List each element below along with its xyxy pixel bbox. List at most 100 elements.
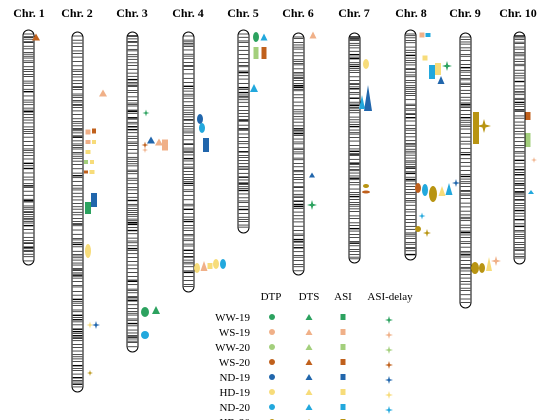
qtl-marker — [415, 226, 421, 232]
qtl-marker — [152, 306, 160, 314]
qtl-marker — [423, 229, 431, 237]
qtl-marker — [85, 202, 91, 214]
qtl-marker — [85, 150, 91, 154]
qtl-marker — [203, 138, 209, 152]
qtl-marker — [85, 129, 91, 135]
qtl-marker — [141, 331, 149, 339]
qtl-marker — [199, 123, 205, 133]
qtl-markers — [32, 31, 537, 376]
legend-row-ww-19: WW-19 — [215, 312, 393, 324]
qtl-marker — [429, 186, 437, 202]
legend-env-label: HD-19 — [219, 387, 250, 399]
qtl-marker — [89, 170, 95, 174]
chr-1-label: Chr. 1 — [13, 6, 45, 20]
legend-trait-asi: ASI — [334, 291, 352, 303]
qtl-marker — [437, 76, 445, 84]
qtl-marker — [364, 85, 372, 111]
qtl-marker — [92, 128, 96, 134]
qtl-marker — [92, 321, 100, 329]
chr-5-label: Chr. 5 — [227, 6, 259, 20]
qtl-marker — [473, 112, 479, 144]
qtl-marker — [491, 256, 501, 266]
chr-6-label: Chr. 6 — [282, 6, 314, 20]
chr-6-bar — [292, 32, 305, 276]
qtl-marker — [84, 160, 88, 164]
legend: DTP DTS ASI ASI-delay WW-19 WS-19 WW-20 WS-… — [215, 291, 413, 420]
chr-10-label: Chr. 10 — [499, 6, 537, 20]
qtl-marker — [531, 157, 537, 163]
qtl-marker — [471, 262, 479, 274]
legend-env-label: HD-20 — [219, 417, 250, 420]
qtl-marker — [435, 63, 441, 75]
qtl-marker — [429, 65, 435, 79]
qtl-marker — [307, 200, 317, 210]
qtl-marker — [525, 112, 531, 120]
chr-2-bar — [71, 31, 84, 393]
qtl-marker — [309, 31, 317, 39]
chromosome-labels: Chr. 1 Chr. 2 Chr. 3 Chr. 4 Chr. 5 Chr. … — [13, 6, 537, 20]
qtl-marker — [479, 263, 485, 273]
qtl-marker — [525, 133, 531, 147]
qtl-marker — [415, 183, 421, 193]
legend-env-label: WS-20 — [219, 357, 251, 369]
qtl-marker — [91, 193, 97, 207]
qtl-marker — [309, 172, 315, 178]
chromosome-bars — [22, 29, 526, 393]
qtl-marker — [220, 259, 226, 269]
qtl-marker — [141, 141, 149, 149]
qtl-marker — [142, 147, 148, 153]
qtl-marker — [438, 186, 446, 196]
qtl-marker — [260, 33, 268, 41]
qtl-marker — [422, 55, 428, 61]
qtl-marker — [32, 33, 40, 41]
qtl-marker — [85, 244, 91, 258]
chr-9-label: Chr. 9 — [449, 6, 481, 20]
qtl-marker — [141, 307, 149, 317]
qtl-marker — [422, 184, 428, 196]
qtl-marker — [359, 95, 365, 109]
qtl-marker — [197, 114, 203, 124]
chr-4-label: Chr. 4 — [172, 6, 204, 20]
legend-trait-asi-delay: ASI-delay — [367, 291, 413, 303]
qtl-marker — [528, 190, 534, 194]
legend-row-ws-19: WS-19 — [219, 327, 393, 339]
qtl-marker — [363, 184, 369, 188]
chr-3-label: Chr. 3 — [116, 6, 148, 20]
legend-env-label: ND-20 — [219, 402, 250, 414]
qtl-marker — [253, 32, 259, 42]
qtl-marker — [90, 160, 94, 164]
legend-row-ww-20: WW-20 — [215, 342, 393, 354]
qtl-marker — [194, 263, 200, 273]
qtl-marker — [99, 89, 107, 97]
qtl-marker — [213, 259, 219, 269]
qtl-marker — [261, 47, 267, 59]
qtl-marker — [142, 109, 150, 117]
qtl-marker — [200, 261, 208, 271]
legend-row-hd-19: HD-19 — [219, 387, 393, 399]
qtl-marker — [362, 190, 370, 194]
legend-row-nd-19: ND-19 — [219, 372, 393, 384]
legend-trait-dts: DTS — [299, 291, 320, 303]
legend-env-label: WW-20 — [215, 342, 250, 354]
chr-2-label: Chr. 2 — [61, 6, 93, 20]
legend-trait-dtp: DTP — [261, 291, 282, 303]
qtl-marker — [442, 61, 452, 71]
qtl-marker — [419, 32, 425, 38]
legend-env-label: ND-19 — [219, 372, 250, 384]
qtl-marker — [87, 370, 93, 376]
chr-10-bar — [513, 31, 526, 265]
qtl-marker — [86, 321, 94, 329]
chr-1-bar — [22, 29, 35, 266]
qtl-marker — [452, 179, 460, 187]
chr-5-bar — [237, 29, 250, 234]
qtl-marker — [92, 140, 96, 144]
chr-9-bar — [459, 32, 472, 309]
qtl-marker — [477, 119, 491, 133]
chr-7-bar — [348, 32, 361, 264]
qtl-marker — [147, 136, 155, 144]
legend-row-ws-20: WS-20 — [219, 357, 393, 369]
legend-row-nd-20: ND-20 — [219, 402, 393, 414]
qtl-marker — [486, 257, 492, 271]
qtl-marker — [445, 183, 453, 195]
